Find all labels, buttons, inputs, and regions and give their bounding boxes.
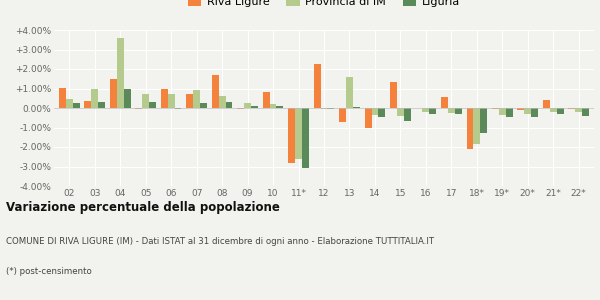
Bar xyxy=(404,108,411,121)
Bar xyxy=(218,96,226,108)
Bar xyxy=(353,107,360,108)
Bar xyxy=(168,94,175,108)
Bar xyxy=(346,77,353,108)
Bar xyxy=(200,103,207,108)
Bar xyxy=(531,108,538,117)
Text: Variazione percentuale della popolazione: Variazione percentuale della popolazione xyxy=(6,201,280,214)
Text: COMUNE DI RIVA LIGURE (IM) - Dati ISTAT al 31 dicembre di ogni anno - Elaborazio: COMUNE DI RIVA LIGURE (IM) - Dati ISTAT … xyxy=(6,237,434,246)
Bar xyxy=(142,94,149,108)
Bar xyxy=(557,108,563,114)
Bar xyxy=(517,108,524,110)
Bar xyxy=(237,108,244,109)
Bar xyxy=(59,88,66,108)
Bar xyxy=(365,108,371,128)
Bar xyxy=(98,102,105,108)
Bar xyxy=(269,104,277,108)
Bar xyxy=(448,108,455,113)
Bar xyxy=(251,106,258,108)
Bar xyxy=(473,108,480,144)
Bar xyxy=(124,89,131,108)
Bar xyxy=(91,89,98,108)
Bar xyxy=(212,75,218,108)
Bar xyxy=(226,102,232,108)
Bar xyxy=(73,103,80,108)
Bar xyxy=(480,108,487,133)
Bar xyxy=(136,108,142,109)
Bar xyxy=(397,108,404,116)
Bar xyxy=(550,108,557,112)
Bar xyxy=(277,106,283,108)
Bar xyxy=(339,108,346,122)
Bar xyxy=(390,82,397,108)
Bar xyxy=(66,99,73,108)
Bar xyxy=(193,90,200,108)
Bar xyxy=(302,108,309,168)
Bar xyxy=(328,108,334,109)
Bar xyxy=(422,108,430,112)
Bar xyxy=(371,108,379,115)
Bar xyxy=(455,108,461,114)
Bar xyxy=(117,38,124,108)
Bar xyxy=(295,108,302,159)
Bar xyxy=(110,79,117,108)
Bar xyxy=(85,101,91,108)
Bar xyxy=(467,108,473,149)
Bar xyxy=(582,108,589,116)
Bar xyxy=(379,108,385,117)
Bar xyxy=(499,108,506,115)
Bar xyxy=(175,108,181,109)
Bar xyxy=(288,108,295,163)
Text: (*) post-censimento: (*) post-censimento xyxy=(6,267,92,276)
Bar xyxy=(441,97,448,108)
Bar xyxy=(244,103,251,108)
Bar xyxy=(524,108,531,114)
Bar xyxy=(320,108,328,109)
Bar xyxy=(575,108,582,112)
Bar xyxy=(161,88,168,108)
Bar xyxy=(314,64,320,108)
Bar xyxy=(263,92,269,108)
Bar xyxy=(187,94,193,108)
Bar xyxy=(492,108,499,109)
Legend: Riva Ligure, Provincia di IM, Liguria: Riva Ligure, Provincia di IM, Liguria xyxy=(184,0,464,11)
Bar xyxy=(149,102,156,108)
Bar xyxy=(506,108,512,117)
Bar xyxy=(543,100,550,108)
Bar xyxy=(430,108,436,114)
Bar xyxy=(568,108,575,109)
